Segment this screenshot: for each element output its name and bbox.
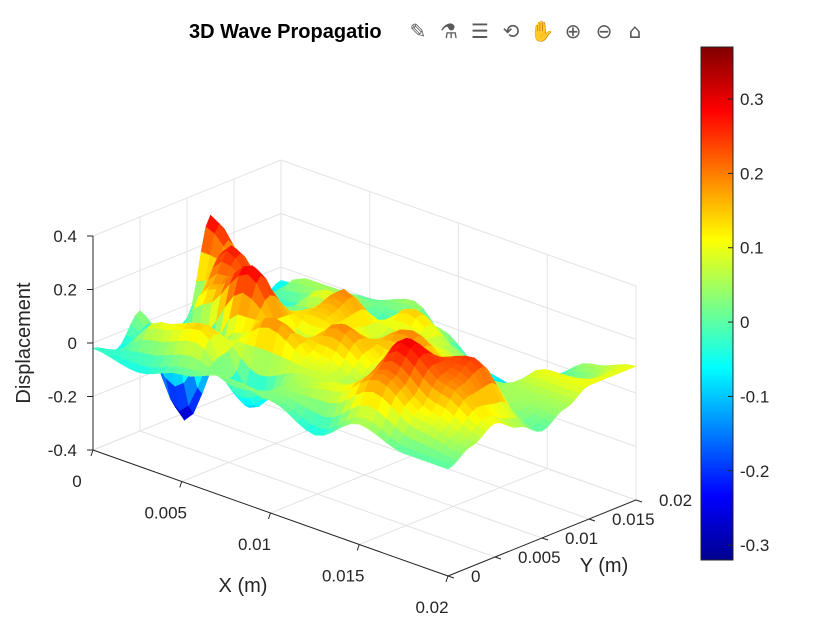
x-tick-label: 0.02 xyxy=(415,598,448,617)
axes-toolbar: ✎ ⚗ ☰ ⟲ ✋ ⊕ ⊖ ⌂ xyxy=(404,16,649,46)
zoom-out-icon[interactable]: ⊖ xyxy=(595,19,613,43)
y-tick-mark xyxy=(588,518,596,522)
colorbar-tick-label: 0.2 xyxy=(740,164,764,183)
colorbar-tick-label: -0.2 xyxy=(740,462,769,481)
wave-surface[interactable] xyxy=(91,214,638,470)
z-tick-label: 0.2 xyxy=(53,281,77,300)
x-tick-mark xyxy=(445,575,449,583)
zoom-in-icon[interactable]: ⊕ xyxy=(564,19,582,43)
x-tick-label: 0 xyxy=(72,472,81,491)
z-tick-label: 0 xyxy=(68,334,77,353)
y-tick-label: 0.02 xyxy=(659,491,692,510)
floor-grid-line xyxy=(139,430,496,558)
colorbar[interactable]: -0.3 -0.2 -0.1 0 0.1 0.2 0.3 xyxy=(700,46,769,561)
y-axis-label: Y (m) xyxy=(580,555,629,577)
y-tick-label: 0.015 xyxy=(612,510,655,529)
home-icon[interactable]: ⌂ xyxy=(628,19,642,43)
colorbar-tick-label: 0.3 xyxy=(740,90,764,109)
colorbar-tick-label: 0.1 xyxy=(740,239,764,258)
y-tick-label: 0.005 xyxy=(518,548,561,567)
colorbar-bar xyxy=(700,46,734,561)
y-tick-label: 0 xyxy=(471,567,480,586)
data-tips-icon[interactable]: ⚗ xyxy=(440,19,458,43)
y-tick-mark xyxy=(541,537,549,541)
legend-toggle-icon[interactable]: ☰ xyxy=(471,19,489,43)
surface-patch xyxy=(438,462,454,470)
x-axis-label: X (m) xyxy=(219,575,268,597)
colorbar-tick-label: -0.1 xyxy=(740,387,769,406)
axes-tick-labels: 00.0050.010.0150.0200.0050.010.0150.02-0… xyxy=(48,227,692,617)
floor-grid-line xyxy=(186,411,543,539)
colorbar-tick-label: 0 xyxy=(740,313,749,332)
y-tick-mark xyxy=(494,556,502,560)
x-tick-label: 0.015 xyxy=(322,567,365,586)
x-tick-mark xyxy=(179,481,183,488)
x-tick-mark xyxy=(268,512,271,520)
pan-hand-icon[interactable]: ✋ xyxy=(529,19,555,43)
colorbar-tick-label: -0.3 xyxy=(740,536,769,555)
side-wall-grid-line xyxy=(92,159,282,237)
y-tick-label: 0.01 xyxy=(565,529,598,548)
x-tick-mark xyxy=(356,544,360,551)
z-axis-label: Displacement xyxy=(13,282,35,404)
z-tick-label: 0.4 xyxy=(53,227,77,246)
z-tick-label: -0.4 xyxy=(48,441,77,460)
x-tick-mark xyxy=(90,449,94,457)
x-tick-label: 0.01 xyxy=(238,535,271,554)
chart-title: 3D Wave Propagatio xyxy=(189,21,382,43)
colorbar-ticks: -0.3 -0.2 -0.1 0 0.1 0.2 0.3 xyxy=(728,90,769,555)
y-tick-mark xyxy=(447,575,455,579)
back-wall-grid-line xyxy=(280,213,637,340)
rotate-3d-icon[interactable]: ⟲ xyxy=(502,19,520,43)
y-tick-mark xyxy=(635,499,643,503)
side-wall-grid-line xyxy=(92,213,282,290)
brush-data-icon[interactable]: ✎ xyxy=(409,19,427,43)
x-tick-label: 0.005 xyxy=(144,504,187,523)
back-wall-grid-line xyxy=(280,159,637,287)
z-tick-label: -0.2 xyxy=(48,388,77,407)
